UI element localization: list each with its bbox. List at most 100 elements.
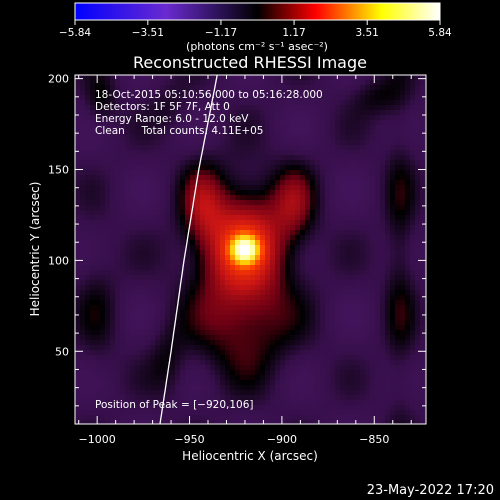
heatmap-cell (370, 315, 376, 321)
heatmap-cell (395, 110, 401, 116)
heatmap-cell (120, 290, 126, 296)
heatmap-cell (190, 235, 196, 241)
heatmap-cell (100, 335, 106, 341)
heatmap-cell (270, 380, 276, 386)
heatmap-cell (390, 260, 396, 266)
heatmap-cell (195, 145, 201, 151)
heatmap-cell (380, 345, 386, 351)
heatmap-cell (340, 265, 346, 271)
heatmap-cell (135, 380, 141, 386)
heatmap-cell (75, 320, 81, 326)
heatmap-cell (85, 325, 91, 331)
heatmap-cell (370, 100, 376, 106)
heatmap-cell (110, 180, 116, 186)
heatmap-cell (350, 345, 356, 351)
heatmap-cell (410, 205, 416, 211)
heatmap-cell (225, 250, 231, 256)
heatmap-cell (175, 400, 181, 406)
heatmap-cell (245, 310, 251, 316)
heatmap-cell (180, 320, 186, 326)
heatmap-cell (355, 160, 361, 166)
heatmap-cell (80, 360, 86, 366)
heatmap-cell (385, 260, 391, 266)
heatmap-cell (195, 335, 201, 341)
heatmap-cell (340, 385, 346, 391)
heatmap-cell (175, 380, 181, 386)
heatmap-cell (110, 310, 116, 316)
heatmap-cell (130, 300, 136, 306)
heatmap-cell (125, 375, 131, 381)
heatmap-cell (220, 385, 226, 391)
heatmap-cell (390, 300, 396, 306)
heatmap-cell (140, 335, 146, 341)
heatmap-cell (155, 115, 161, 121)
heatmap-cell (120, 275, 126, 281)
heatmap-cell (115, 250, 121, 256)
heatmap-cell (390, 280, 396, 286)
heatmap-cell (130, 155, 136, 161)
heatmap-cell (400, 275, 406, 281)
heatmap-cell (175, 415, 181, 421)
heatmap-cell (355, 165, 361, 171)
heatmap-cell (260, 240, 266, 246)
heatmap-cell (170, 265, 176, 271)
heatmap-cell (170, 115, 176, 121)
heatmap-cell (345, 360, 351, 366)
heatmap-cell (90, 200, 96, 206)
heatmap-cell (160, 240, 166, 246)
heatmap-cell (85, 210, 91, 216)
heatmap-cell (380, 155, 386, 161)
heatmap-cell (265, 395, 271, 401)
heatmap-cell (420, 135, 426, 141)
heatmap-cell (100, 380, 106, 386)
heatmap-cell (385, 360, 391, 366)
heatmap-cell (190, 350, 196, 356)
heatmap-cell (280, 100, 286, 106)
heatmap-cell (280, 225, 286, 231)
heatmap-cell (230, 200, 236, 206)
heatmap-cell (205, 245, 211, 251)
heatmap-cell (130, 130, 136, 136)
colorbar-tick-label: −5.84 (59, 27, 91, 39)
heatmap-cell (235, 180, 241, 186)
heatmap-cell (245, 305, 251, 311)
heatmap-cell (380, 210, 386, 216)
heatmap-cell (290, 125, 296, 131)
heatmap-cell (395, 190, 401, 196)
heatmap-cell (315, 290, 321, 296)
heatmap-cell (375, 330, 381, 336)
heatmap-cell (270, 420, 276, 424)
heatmap-cell (355, 215, 361, 221)
heatmap-cell (215, 410, 221, 416)
heatmap-cell (80, 100, 86, 106)
heatmap-cell (95, 355, 101, 361)
heatmap-cell (150, 315, 156, 321)
heatmap-cell (110, 190, 116, 196)
heatmap-cell (255, 370, 261, 376)
heatmap-cell (410, 320, 416, 326)
heatmap-cell (315, 270, 321, 276)
heatmap-cell (410, 370, 416, 376)
heatmap-cell (415, 265, 421, 271)
heatmap-cell (350, 190, 356, 196)
heatmap-cell (80, 225, 86, 231)
heatmap-cell (260, 310, 266, 316)
heatmap-cell (135, 215, 141, 221)
heatmap-cell (135, 85, 141, 91)
heatmap-cell (170, 100, 176, 106)
heatmap-cell (170, 390, 176, 396)
heatmap-cell (275, 180, 281, 186)
heatmap-cell (200, 415, 206, 421)
heatmap-cell (80, 325, 86, 331)
heatmap-cell (170, 370, 176, 376)
heatmap-cell (300, 255, 306, 261)
heatmap-cell (185, 270, 191, 276)
heatmap-cell (345, 195, 351, 201)
heatmap-cell (210, 275, 216, 281)
heatmap-cell (310, 330, 316, 336)
heatmap-cell (365, 180, 371, 186)
heatmap-cell (345, 385, 351, 391)
heatmap-cell (355, 365, 361, 371)
heatmap-cell (380, 400, 386, 406)
heatmap-cell (220, 110, 226, 116)
